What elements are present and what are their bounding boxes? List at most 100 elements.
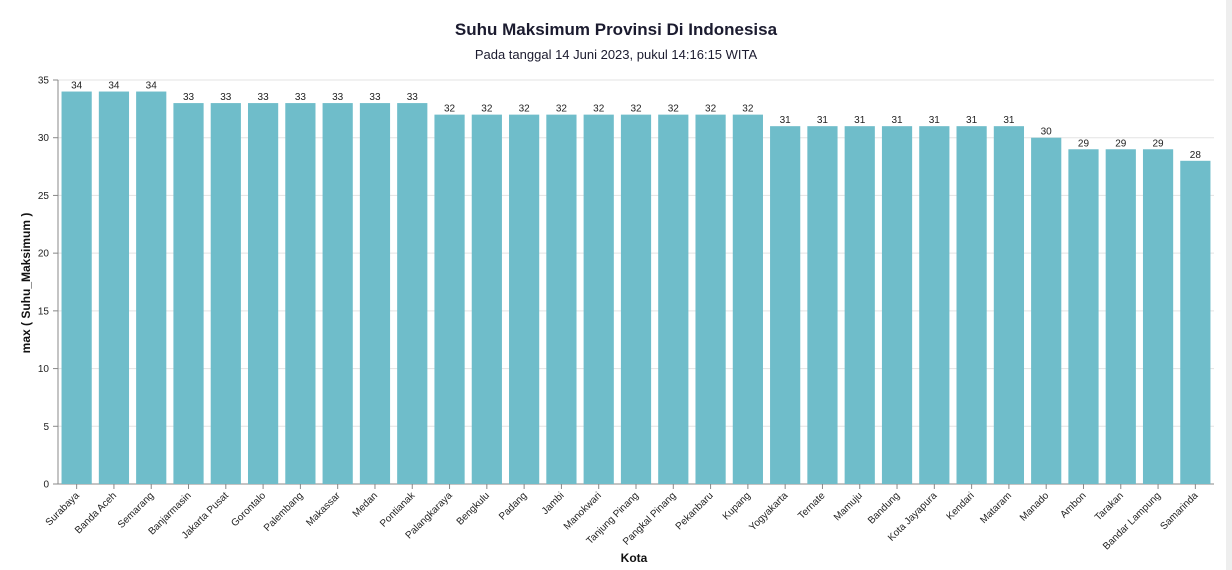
x-tick-label: Jambi: [540, 490, 567, 517]
x-tick-label: Ternate: [796, 490, 828, 522]
data-label: 32: [481, 104, 493, 115]
bar-semarang[interactable]: [136, 91, 167, 485]
data-label: 32: [705, 104, 717, 115]
bar-samarinda[interactable]: [1180, 160, 1211, 485]
bar-bengkulu[interactable]: [471, 114, 502, 484]
data-label: 33: [258, 92, 270, 103]
x-tick-label: Tarakan: [1093, 490, 1126, 523]
bar-tanjung-pinang[interactable]: [620, 114, 652, 484]
x-tick-label: Makassar: [304, 490, 343, 529]
data-label: 33: [295, 92, 307, 103]
data-label: 31: [780, 115, 792, 126]
y-tick-label: 20: [38, 249, 50, 260]
y-axis: 0 5 10 15 20 25 30 35: [38, 76, 59, 491]
x-tick-label: Samarinda: [1159, 490, 1201, 532]
data-label: 33: [369, 92, 381, 103]
bar-medan[interactable]: [359, 103, 391, 484]
chart-subtitle: Pada tanggal 14 Juni 2023, pukul 14:16:1…: [474, 47, 758, 62]
bar-palangkaraya[interactable]: [434, 114, 465, 484]
bar-ternate[interactable]: [807, 126, 838, 485]
data-label: 31: [966, 115, 978, 126]
x-tick-label: Ambon: [1058, 490, 1088, 520]
data-label: 31: [929, 115, 941, 126]
data-label: 34: [71, 81, 83, 92]
bar-manokwari[interactable]: [583, 114, 614, 484]
bar-pekanbaru[interactable]: [695, 114, 726, 484]
data-label: 33: [220, 92, 232, 103]
x-tick-label: Pekanbaru: [674, 490, 716, 532]
x-tick-label: Mataram: [978, 490, 1014, 526]
data-label: 29: [1078, 138, 1090, 149]
x-tick-label: Kendari: [945, 490, 977, 522]
bar-ambon[interactable]: [1068, 149, 1099, 484]
x-tick-label: Bandung: [866, 490, 902, 526]
data-label: 32: [593, 104, 605, 115]
data-label: 34: [108, 81, 120, 92]
data-label: 32: [444, 104, 456, 115]
data-label: 29: [1153, 138, 1165, 149]
y-tick-label: 5: [43, 422, 49, 433]
bar-kendari[interactable]: [956, 126, 987, 485]
bars: [61, 91, 1211, 485]
bar-manado[interactable]: [1031, 137, 1062, 484]
data-label: 33: [332, 92, 344, 103]
data-label: 31: [1003, 115, 1015, 126]
y-tick-label: 35: [38, 76, 50, 87]
bar-kupang[interactable]: [732, 114, 763, 484]
bar-palembang[interactable]: [285, 103, 316, 484]
bar-surabaya[interactable]: [61, 91, 92, 485]
bar-mamuju[interactable]: [844, 126, 875, 485]
x-tick-label: Gorontalo: [229, 490, 268, 529]
bar-padang[interactable]: [509, 114, 540, 484]
scrollbar-track[interactable]: [1226, 0, 1232, 570]
x-tick-label: Yogyakarta: [747, 490, 790, 533]
data-label: 33: [183, 92, 195, 103]
chart-title: Suhu Maksimum Provinsi Di Indonesisa: [454, 20, 778, 39]
data-label: 32: [668, 104, 680, 115]
bar-bandung[interactable]: [881, 126, 913, 485]
bar-mataram[interactable]: [993, 126, 1025, 485]
y-tick-label: 15: [38, 306, 50, 317]
x-tick-label: Mamuju: [832, 490, 865, 523]
data-label: 31: [854, 115, 866, 126]
bar-pangkal-pinang[interactable]: [658, 114, 689, 484]
x-tick-label: Palembang: [262, 490, 306, 534]
y-axis-title: max ( Suhu_Maksimum ): [19, 213, 33, 354]
bar-gorontalo[interactable]: [247, 103, 279, 484]
bar-jambi[interactable]: [546, 114, 577, 484]
data-label: 32: [556, 104, 568, 115]
y-tick-label: 30: [38, 133, 50, 144]
y-tick-label: 0: [43, 480, 49, 491]
bar-makassar[interactable]: [322, 103, 353, 484]
data-labels: 34 34 34 33 33 33 33 33 33 33 32 32 32 32 32 32 32 32 32 31…: [71, 81, 1201, 161]
x-axis-title: Kota: [621, 551, 648, 565]
data-label: 32: [742, 104, 754, 115]
bar-yogyakarta[interactable]: [770, 126, 801, 485]
x-tick-label: Kupang: [721, 490, 753, 522]
bar-kota-jayapura[interactable]: [919, 126, 950, 485]
x-tick-label: Medan: [351, 490, 380, 519]
data-label: 28: [1190, 150, 1202, 161]
x-tick-label: Pontianak: [378, 490, 418, 530]
x-tick-label: Padang: [497, 490, 529, 522]
data-label: 31: [817, 115, 829, 126]
data-label: 34: [146, 81, 158, 92]
data-label: 32: [630, 104, 642, 115]
data-label: 30: [1041, 127, 1053, 138]
y-tick-label: 25: [38, 191, 50, 202]
bar-tarakan[interactable]: [1105, 149, 1136, 484]
x-tick-label: Manado: [1018, 490, 1052, 524]
bar-bandar-lampung[interactable]: [1142, 149, 1174, 484]
y-tick-label: 10: [38, 364, 50, 375]
bar-jakarta-pusat[interactable]: [210, 103, 241, 484]
data-label: 33: [407, 92, 419, 103]
data-label: 31: [891, 115, 903, 126]
data-label: 29: [1115, 138, 1127, 149]
bar-pontianak[interactable]: [397, 103, 428, 484]
x-tick-label: Bengkulu: [455, 490, 492, 527]
bar-banda-aceh[interactable]: [98, 91, 130, 485]
bar-banjarmasin[interactable]: [173, 103, 204, 484]
